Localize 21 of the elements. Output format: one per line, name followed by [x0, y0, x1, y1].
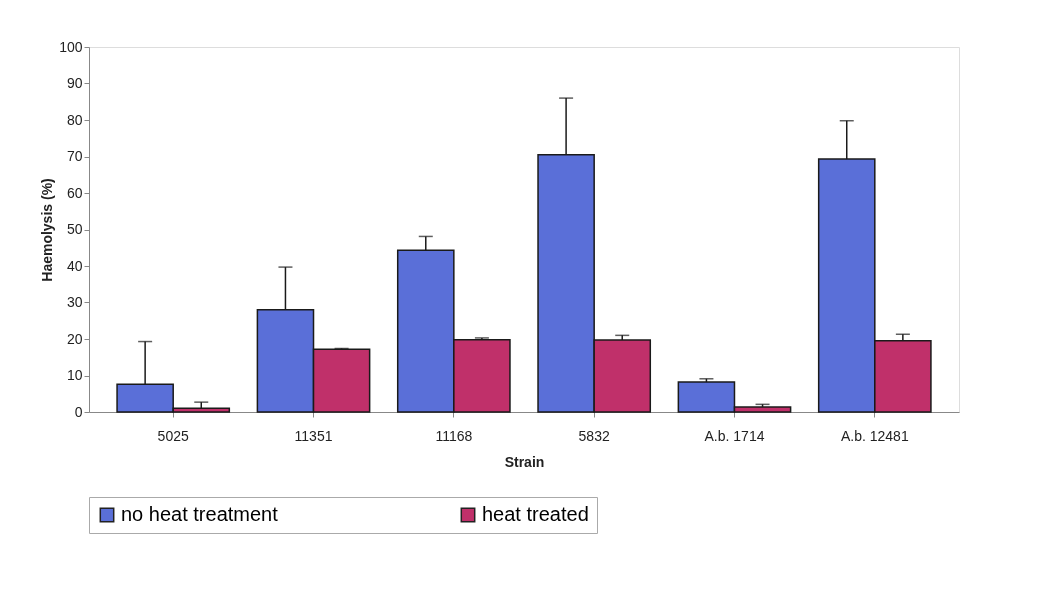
y-tick-label: 70 [66, 148, 83, 164]
y-tick-label: 30 [66, 294, 83, 310]
y-tick-label: 60 [66, 184, 83, 201]
y-tick-label: 40 [66, 257, 83, 274]
y-tick-label: 90 [66, 75, 83, 91]
y-tick-label: 10 [66, 367, 83, 383]
y-tick-label: 20 [66, 330, 83, 347]
legend-label: heat treated [482, 503, 589, 525]
y-tick-label: 80 [66, 111, 83, 128]
y-tick-label: 100 [59, 38, 83, 55]
y-tick-label: 0 [74, 403, 83, 420]
x-tick-label: 5025 [157, 427, 189, 444]
x-axis-title: Strain [504, 453, 545, 470]
x-tick-label: 11351 [294, 427, 333, 444]
x-tick-label: 5832 [578, 427, 610, 444]
x-tick-label: A.b. 1714 [704, 427, 765, 444]
y-axis-title: Haemolysis (%) [39, 178, 56, 282]
x-tick-label: A.b. 12481 [840, 427, 909, 444]
y-tick-label: 50 [66, 221, 83, 237]
legend-label: no heat treatment [121, 503, 279, 525]
x-tick-label: 11168 [435, 427, 473, 444]
